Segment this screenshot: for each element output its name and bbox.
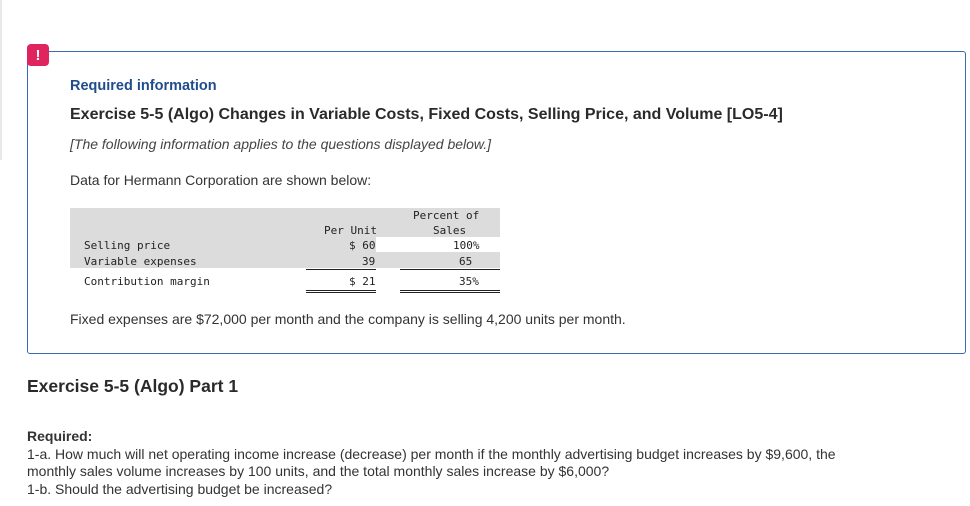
alert-icon: ! bbox=[27, 44, 49, 66]
fixed-expenses-text: Fixed expenses are $72,000 per month and… bbox=[70, 311, 626, 327]
header-percent-line1: Percent of bbox=[413, 209, 480, 222]
total-double-rule bbox=[306, 290, 376, 293]
data-table: Percent of Sales Per Unit Selling price … bbox=[70, 208, 500, 296]
row-percent: 35% bbox=[459, 275, 479, 288]
part-title: Exercise 5-5 (Algo) Part 1 bbox=[27, 376, 239, 396]
header-shade bbox=[70, 208, 500, 237]
header-per-unit: Per Unit bbox=[324, 224, 377, 237]
row-shade bbox=[70, 252, 500, 268]
required-line: monthly sales volume increases by 100 un… bbox=[27, 463, 610, 479]
left-divider bbox=[0, 0, 2, 160]
total-double-rule bbox=[400, 290, 500, 293]
required-line: 1-b. Should the advertising budget be in… bbox=[27, 480, 333, 497]
row-label: Contribution margin bbox=[84, 275, 210, 288]
applies-note: [The following information applies to th… bbox=[70, 136, 492, 152]
required-section: Required: 1-a. How much will net operati… bbox=[27, 428, 957, 498]
row-per-unit: $ 60 bbox=[349, 239, 376, 252]
required-information-heading: Required information bbox=[70, 78, 217, 94]
row-label: Selling price bbox=[84, 239, 171, 252]
header-shade-left bbox=[70, 237, 376, 252]
row-percent: 100% bbox=[453, 239, 480, 252]
required-line: 1-a. How much will net operating income … bbox=[27, 445, 836, 462]
row-per-unit: 39 bbox=[362, 255, 376, 268]
header-percent-line2: Sales bbox=[433, 224, 467, 237]
row-label: Variable expenses bbox=[84, 255, 197, 268]
row-per-unit: $ 21 bbox=[349, 275, 376, 288]
exercise-title: Exercise 5-5 (Algo) Changes in Variable … bbox=[70, 106, 783, 123]
subtotal-rule bbox=[306, 269, 376, 270]
intro-text: Data for Hermann Corporation are shown b… bbox=[70, 172, 372, 188]
subtotal-rule bbox=[400, 269, 500, 270]
row-percent: 65 bbox=[459, 255, 473, 268]
required-label: Required: bbox=[27, 428, 93, 444]
required-information-panel bbox=[27, 51, 966, 354]
